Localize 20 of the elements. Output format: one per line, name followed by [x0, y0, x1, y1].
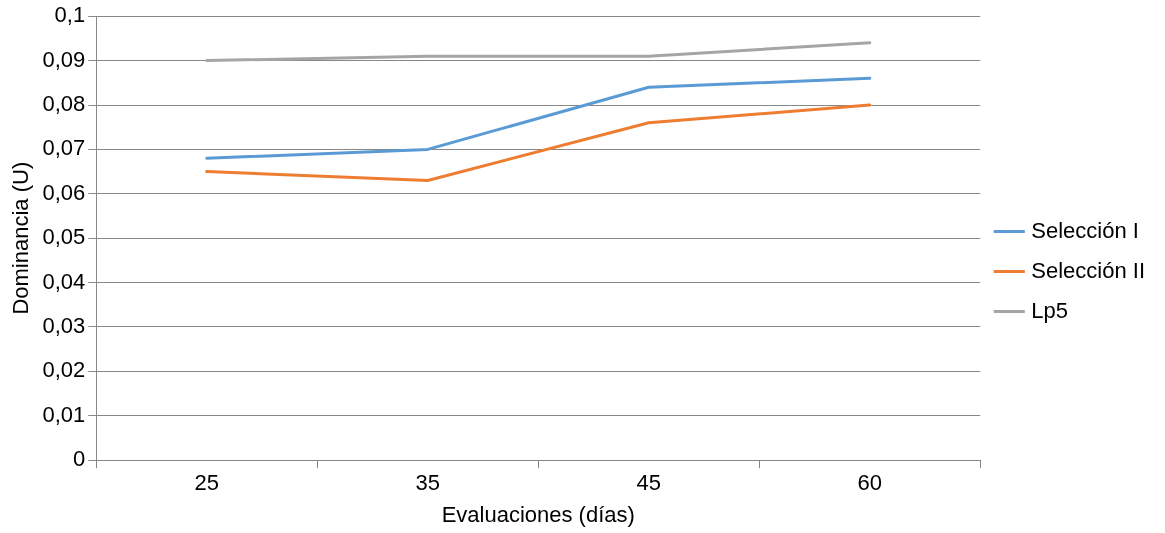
- legend-label: Selección II: [1031, 257, 1146, 283]
- legend-label: Lp5: [1031, 297, 1068, 323]
- y-axis-title: Dominancia (U): [8, 161, 34, 315]
- y-tick-label: 0,04: [42, 268, 86, 294]
- x-tick-label: 25: [194, 470, 219, 496]
- y-tick-label: 0,03: [42, 313, 86, 339]
- y-tick-label: 0,02: [42, 357, 86, 383]
- y-tick-label: 0,09: [42, 46, 86, 72]
- y-tick-label: 0,05: [42, 224, 86, 250]
- y-tick-label: 0,01: [42, 401, 86, 427]
- x-tick-label: 45: [636, 470, 661, 496]
- y-tick-label: 0,07: [42, 135, 86, 161]
- x-tick-label: 60: [857, 470, 883, 496]
- y-tick-label: 0,08: [42, 91, 86, 117]
- legend-label: Selección I: [1031, 217, 1139, 243]
- y-tick-label: 0,1: [54, 2, 86, 28]
- y-tick-label: 0: [72, 446, 86, 472]
- y-tick-label: 0,06: [42, 179, 86, 205]
- x-axis-title: Evaluaciones (días): [441, 501, 635, 527]
- x-tick-label: 35: [415, 470, 440, 496]
